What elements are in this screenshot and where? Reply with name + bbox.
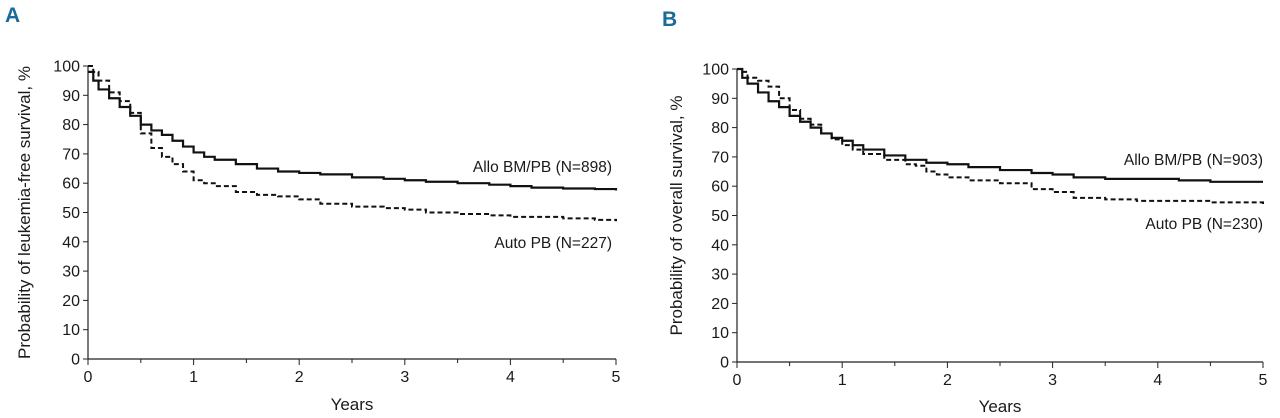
y-axis-title: Probability of overall survival, % bbox=[667, 96, 686, 336]
y-tick-label: 90 bbox=[711, 91, 729, 108]
panel-a: A 0 10 20 30 40 50 60 70 80 90 100 0 1 2 3 4 5 Years Proba… bbox=[5, 4, 621, 415]
x-tick-label: 4 bbox=[1153, 372, 1162, 389]
y-tick-label: 20 bbox=[711, 296, 729, 313]
y-tick-label: 70 bbox=[711, 149, 729, 166]
y-tick-label: 30 bbox=[62, 264, 80, 281]
y-tick-label: 80 bbox=[711, 120, 729, 137]
y-tick-label: 0 bbox=[71, 352, 80, 369]
series-line-allo-bm-pb bbox=[737, 67, 1263, 183]
y-tick-label: 60 bbox=[62, 176, 80, 193]
chart-leukemia-free-survival: 0 10 20 30 40 50 60 70 80 90 100 0 1 2 3 4 5 Years Probabi… bbox=[15, 59, 621, 415]
y-tick-label: 0 bbox=[720, 355, 729, 372]
series-line-auto-pb bbox=[88, 65, 617, 222]
panel-b: B 0 10 20 30 40 50 60 70 80 90 100 0 1 2 3 4 5 Years Proba… bbox=[640, 0, 1280, 418]
x-tick-label: 2 bbox=[943, 372, 952, 389]
x-tick-label: 1 bbox=[838, 372, 847, 389]
y-axis-title: Probability of leukemia-free survival, % bbox=[15, 66, 34, 359]
y-tick-label: 10 bbox=[711, 325, 729, 342]
y-tick-label: 40 bbox=[62, 234, 80, 251]
y-tick-label: 10 bbox=[62, 322, 80, 339]
y-tick-label: 100 bbox=[53, 59, 80, 76]
y-tick-label: 50 bbox=[62, 205, 80, 222]
panel-label-b: B bbox=[662, 8, 678, 31]
series-label-auto-pb: Auto PB (N=230) bbox=[1145, 216, 1263, 233]
series-label-allo-bm-pb: Allo BM/PB (N=898) bbox=[473, 159, 612, 176]
y-tick-label: 60 bbox=[711, 179, 729, 196]
series-label-auto-pb: Auto PB (N=227) bbox=[494, 235, 612, 252]
x-tick-label: 0 bbox=[84, 369, 93, 386]
x-tick-label: 2 bbox=[295, 369, 304, 386]
y-tick-label: 80 bbox=[62, 117, 80, 134]
panel-label-a: A bbox=[5, 4, 21, 27]
y-tick-label: 90 bbox=[62, 88, 80, 105]
x-tick-label: 3 bbox=[1048, 372, 1057, 389]
x-tick-label: 5 bbox=[612, 369, 621, 386]
chart-overall-survival: 0 10 20 30 40 50 60 70 80 90 100 0 1 2 3 4 5 Years Probabi… bbox=[667, 62, 1268, 417]
x-tick-label: 0 bbox=[733, 372, 742, 389]
x-tick-label: 3 bbox=[400, 369, 409, 386]
y-tick-label: 20 bbox=[62, 293, 80, 310]
series-line-auto-pb bbox=[737, 68, 1264, 207]
x-tick-label: 5 bbox=[1259, 372, 1268, 389]
x-axis-title: Years bbox=[331, 395, 374, 414]
x-tick-label: 1 bbox=[189, 369, 198, 386]
y-tick-label: 50 bbox=[711, 208, 729, 225]
series-label-allo-bm-pb: Allo BM/PB (N=903) bbox=[1124, 152, 1263, 169]
x-axis-title: Years bbox=[979, 397, 1022, 416]
y-tick-label: 100 bbox=[702, 62, 729, 79]
y-tick-label: 40 bbox=[711, 237, 729, 254]
y-tick-label: 70 bbox=[62, 146, 80, 163]
y-tick-label: 30 bbox=[711, 267, 729, 284]
x-tick-label: 4 bbox=[506, 369, 515, 386]
